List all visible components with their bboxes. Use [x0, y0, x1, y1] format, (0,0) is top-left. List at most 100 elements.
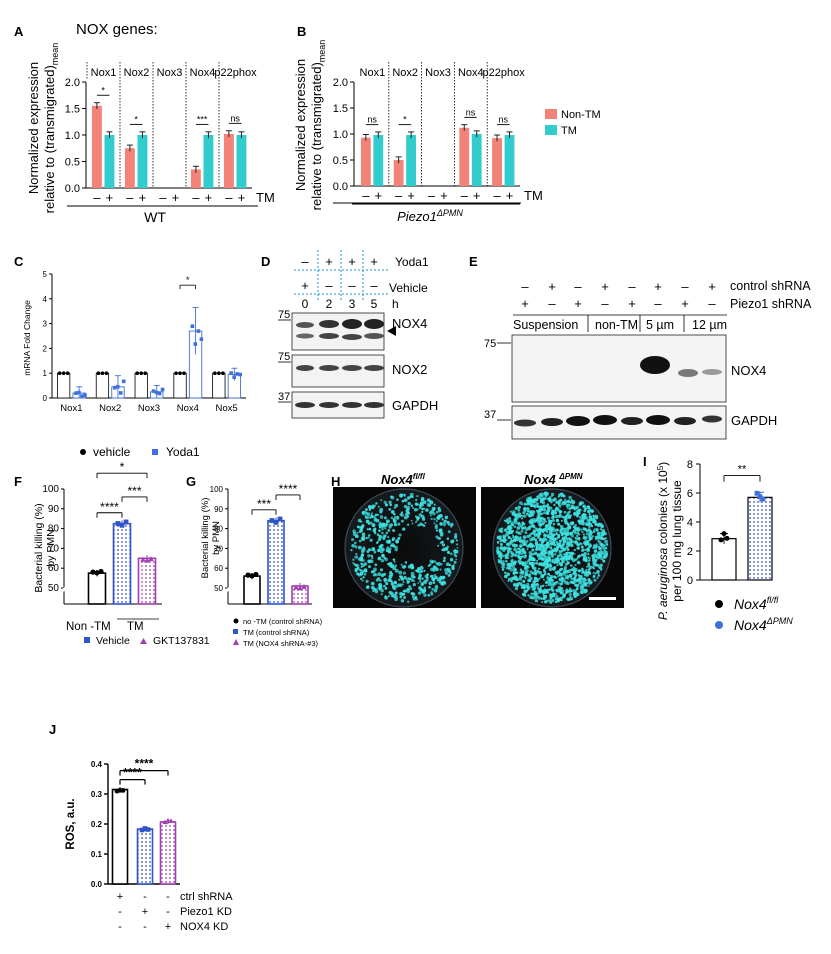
y-tick-label: 2: [43, 344, 48, 353]
colony: [536, 519, 541, 524]
colony: [564, 562, 568, 566]
panel-b: B Normalized expression relative to (tra…: [293, 24, 601, 224]
colony: [528, 553, 533, 557]
colony: [537, 596, 541, 600]
y-tick-label: 4: [687, 517, 693, 529]
bar: [747, 496, 773, 581]
y-tick-label: 100: [210, 485, 224, 494]
gene-label: Nox4: [458, 67, 484, 79]
sig-label: *: [186, 275, 190, 285]
colony: [517, 505, 521, 510]
group-label: WT: [144, 209, 166, 225]
colony: [588, 513, 591, 516]
colony: [534, 573, 537, 576]
colony: [400, 563, 403, 566]
bar: [112, 522, 132, 605]
colony: [600, 531, 603, 534]
colony: [417, 576, 422, 580]
colony: [423, 586, 427, 590]
colony: [535, 578, 540, 583]
colony: [403, 493, 406, 496]
colony: [580, 568, 584, 571]
data-point: [123, 519, 129, 525]
colony: [426, 573, 429, 576]
data-point: [140, 556, 146, 562]
colony: [565, 588, 568, 591]
sign-label: –: [225, 190, 233, 205]
colony: [578, 501, 583, 506]
colony: [446, 520, 450, 525]
y-tick-label: 2: [687, 546, 693, 558]
colony: [408, 587, 413, 591]
colony: [513, 560, 516, 563]
colony: [542, 511, 546, 515]
colony: [439, 521, 443, 526]
data-point: [249, 573, 255, 579]
colony: [536, 543, 540, 546]
colony: [576, 579, 579, 582]
colony: [384, 595, 388, 600]
colony: [576, 510, 581, 515]
colony: [390, 582, 395, 586]
colony: [565, 538, 569, 542]
colony: [521, 503, 524, 506]
colony: [566, 560, 569, 564]
colony: [560, 510, 563, 513]
colony: [556, 507, 560, 512]
colony: [386, 546, 389, 549]
colony: [379, 515, 384, 519]
colony: [402, 571, 406, 575]
colony: [537, 562, 542, 566]
legend-marker-yoda1: [152, 449, 158, 455]
band-label: NOX2: [392, 362, 427, 377]
colony: [549, 599, 552, 602]
colony: [371, 506, 375, 510]
colony: [379, 568, 384, 572]
colony: [528, 513, 533, 518]
colony: [574, 563, 577, 567]
colony: [543, 533, 547, 538]
bar-nontm: [360, 137, 371, 186]
colony: [566, 597, 570, 601]
colony: [546, 503, 550, 507]
colony: [588, 559, 591, 562]
colony: [578, 580, 583, 585]
y-axis-label: Normalized expression: [293, 59, 308, 191]
colony: [394, 547, 398, 552]
colony: [548, 525, 551, 528]
legend-marker: [233, 639, 239, 645]
colony: [567, 542, 571, 546]
y-tick-label: 6: [687, 488, 693, 500]
colony: [398, 570, 403, 575]
colony: [444, 519, 447, 523]
colony: [567, 511, 570, 515]
colony: [574, 540, 578, 544]
data-point: [718, 537, 724, 543]
colony: [390, 570, 392, 573]
colony: [536, 495, 539, 498]
bar: [136, 828, 154, 885]
bar: [711, 538, 737, 581]
colony: [534, 529, 537, 533]
colony: [572, 529, 576, 533]
colony: [540, 528, 545, 533]
colony: [556, 528, 559, 532]
colony: [496, 551, 500, 555]
colony: [378, 584, 383, 589]
colony: [384, 503, 388, 507]
legend-marker: [233, 618, 239, 624]
sign-label: +: [301, 278, 309, 293]
sign-label: +: [106, 190, 114, 205]
colony: [589, 518, 592, 522]
panel-letter: I: [643, 454, 647, 469]
colony: [500, 557, 503, 560]
colony: [538, 493, 542, 496]
data-point: [193, 342, 198, 346]
colony: [394, 545, 398, 549]
gene-label: p22phox: [482, 67, 525, 79]
panel-g: G Bacterial killing (%) by PMN 50 60 70 80 9…: [186, 474, 323, 648]
colony: [496, 546, 500, 550]
colony: [398, 583, 403, 588]
colony: [404, 561, 408, 564]
colony: [381, 527, 384, 531]
